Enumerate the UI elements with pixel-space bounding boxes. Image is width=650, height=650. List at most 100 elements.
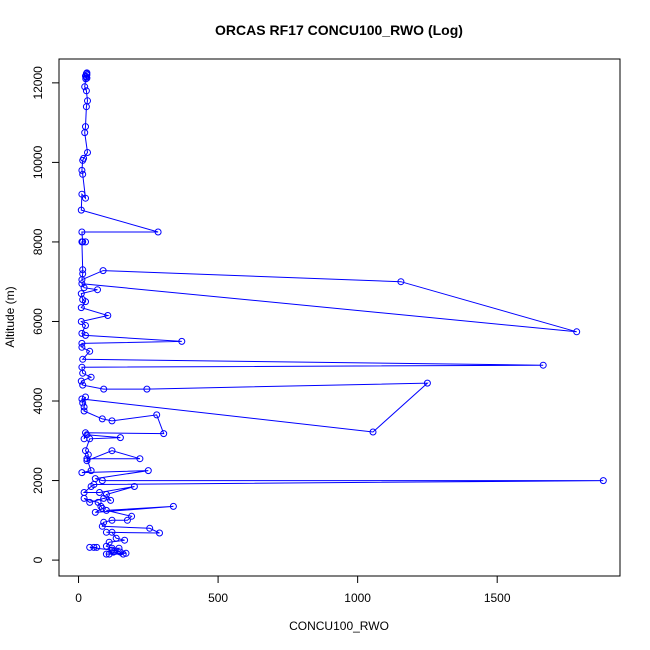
series-line xyxy=(80,72,604,555)
data-point xyxy=(83,455,91,463)
data-point xyxy=(423,379,431,387)
data-point xyxy=(130,483,138,490)
data-point xyxy=(82,103,90,111)
data-point xyxy=(79,381,87,389)
x-axis-label: CONCU100_RWO xyxy=(289,619,389,633)
data-point xyxy=(82,331,89,339)
data-point xyxy=(82,322,89,329)
data-point xyxy=(77,377,85,385)
data-point xyxy=(86,498,94,506)
data-point xyxy=(599,477,607,485)
data-point xyxy=(78,228,86,236)
data-point xyxy=(86,435,94,443)
data-point xyxy=(93,543,101,551)
data-point xyxy=(108,447,116,455)
y-tick-label: 6000 xyxy=(31,308,45,335)
data-point xyxy=(82,75,90,83)
y-tick-label: 2000 xyxy=(31,467,45,494)
data-point xyxy=(87,373,95,381)
data-point xyxy=(107,496,115,504)
data-point xyxy=(78,280,86,288)
data-point xyxy=(99,267,107,275)
data-point xyxy=(154,228,162,236)
data-point xyxy=(108,546,116,554)
data-point xyxy=(77,304,85,312)
data-point xyxy=(98,504,106,512)
data-point xyxy=(98,415,106,423)
data-point xyxy=(96,489,103,496)
series-points xyxy=(77,69,607,558)
data-point xyxy=(82,393,89,401)
data-point xyxy=(78,343,86,351)
data-point xyxy=(115,544,123,552)
y-tick-label: 10000 xyxy=(31,145,45,179)
data-point xyxy=(79,156,87,164)
data-point xyxy=(80,494,88,502)
data-point xyxy=(397,278,405,286)
data-point xyxy=(108,544,116,552)
data-point xyxy=(98,477,106,485)
data-point xyxy=(109,548,117,556)
data-point xyxy=(144,467,152,475)
data-point xyxy=(178,337,186,345)
data-point xyxy=(77,206,85,214)
data-point xyxy=(369,428,377,436)
data-point xyxy=(100,518,108,526)
x-tick-label: 0 xyxy=(75,591,82,605)
data-point xyxy=(160,430,168,438)
data-point xyxy=(79,170,87,178)
data-point xyxy=(78,238,86,246)
data-point xyxy=(82,72,89,80)
data-point xyxy=(87,483,95,490)
data-point xyxy=(79,369,87,377)
data-point xyxy=(82,298,89,306)
data-point xyxy=(78,276,86,284)
data-point xyxy=(102,550,110,558)
data-point xyxy=(86,543,94,551)
data-point xyxy=(77,318,85,325)
data-point xyxy=(169,502,177,510)
chart-title: ORCAS RF17 CONCU100_RWO (Log) xyxy=(215,22,463,38)
data-point xyxy=(90,543,98,551)
y-tick-label: 8000 xyxy=(31,228,45,255)
data-point xyxy=(153,411,161,419)
data-point xyxy=(79,399,87,407)
data-point xyxy=(156,529,163,537)
data-point xyxy=(112,534,120,542)
y-tick-label: 12000 xyxy=(31,66,45,100)
data-point xyxy=(104,312,112,319)
y-tick-label: 4000 xyxy=(31,387,45,414)
y-axis: 0 2000 4000 6000 8000 10000 12000 xyxy=(31,66,60,563)
x-axis: 0 500 1000 1500 xyxy=(75,575,511,605)
data-point xyxy=(116,548,124,556)
data-point xyxy=(136,455,144,463)
data-point xyxy=(108,516,116,524)
data-point xyxy=(91,508,99,516)
data-point xyxy=(143,385,151,393)
data-point xyxy=(80,403,88,411)
data-point xyxy=(82,194,89,202)
data-point xyxy=(100,385,108,393)
data-point xyxy=(78,190,86,198)
data-point xyxy=(78,166,86,174)
data-point xyxy=(116,434,124,442)
data-point xyxy=(87,467,95,475)
data-point xyxy=(146,524,154,532)
x-tick-label: 1000 xyxy=(344,591,371,605)
data-point xyxy=(78,469,86,477)
data-point xyxy=(102,506,110,514)
data-point xyxy=(98,522,106,530)
data-point xyxy=(84,149,91,156)
data-point xyxy=(82,87,90,95)
data-point xyxy=(81,129,89,137)
data-point xyxy=(78,339,86,347)
y-axis-label: Altitude (m) xyxy=(3,286,17,347)
data-point xyxy=(100,494,108,502)
data-point xyxy=(539,361,547,369)
data-point xyxy=(81,83,89,91)
x-tick-label: 1500 xyxy=(484,591,511,605)
data-point xyxy=(80,407,88,415)
data-point xyxy=(83,457,91,465)
